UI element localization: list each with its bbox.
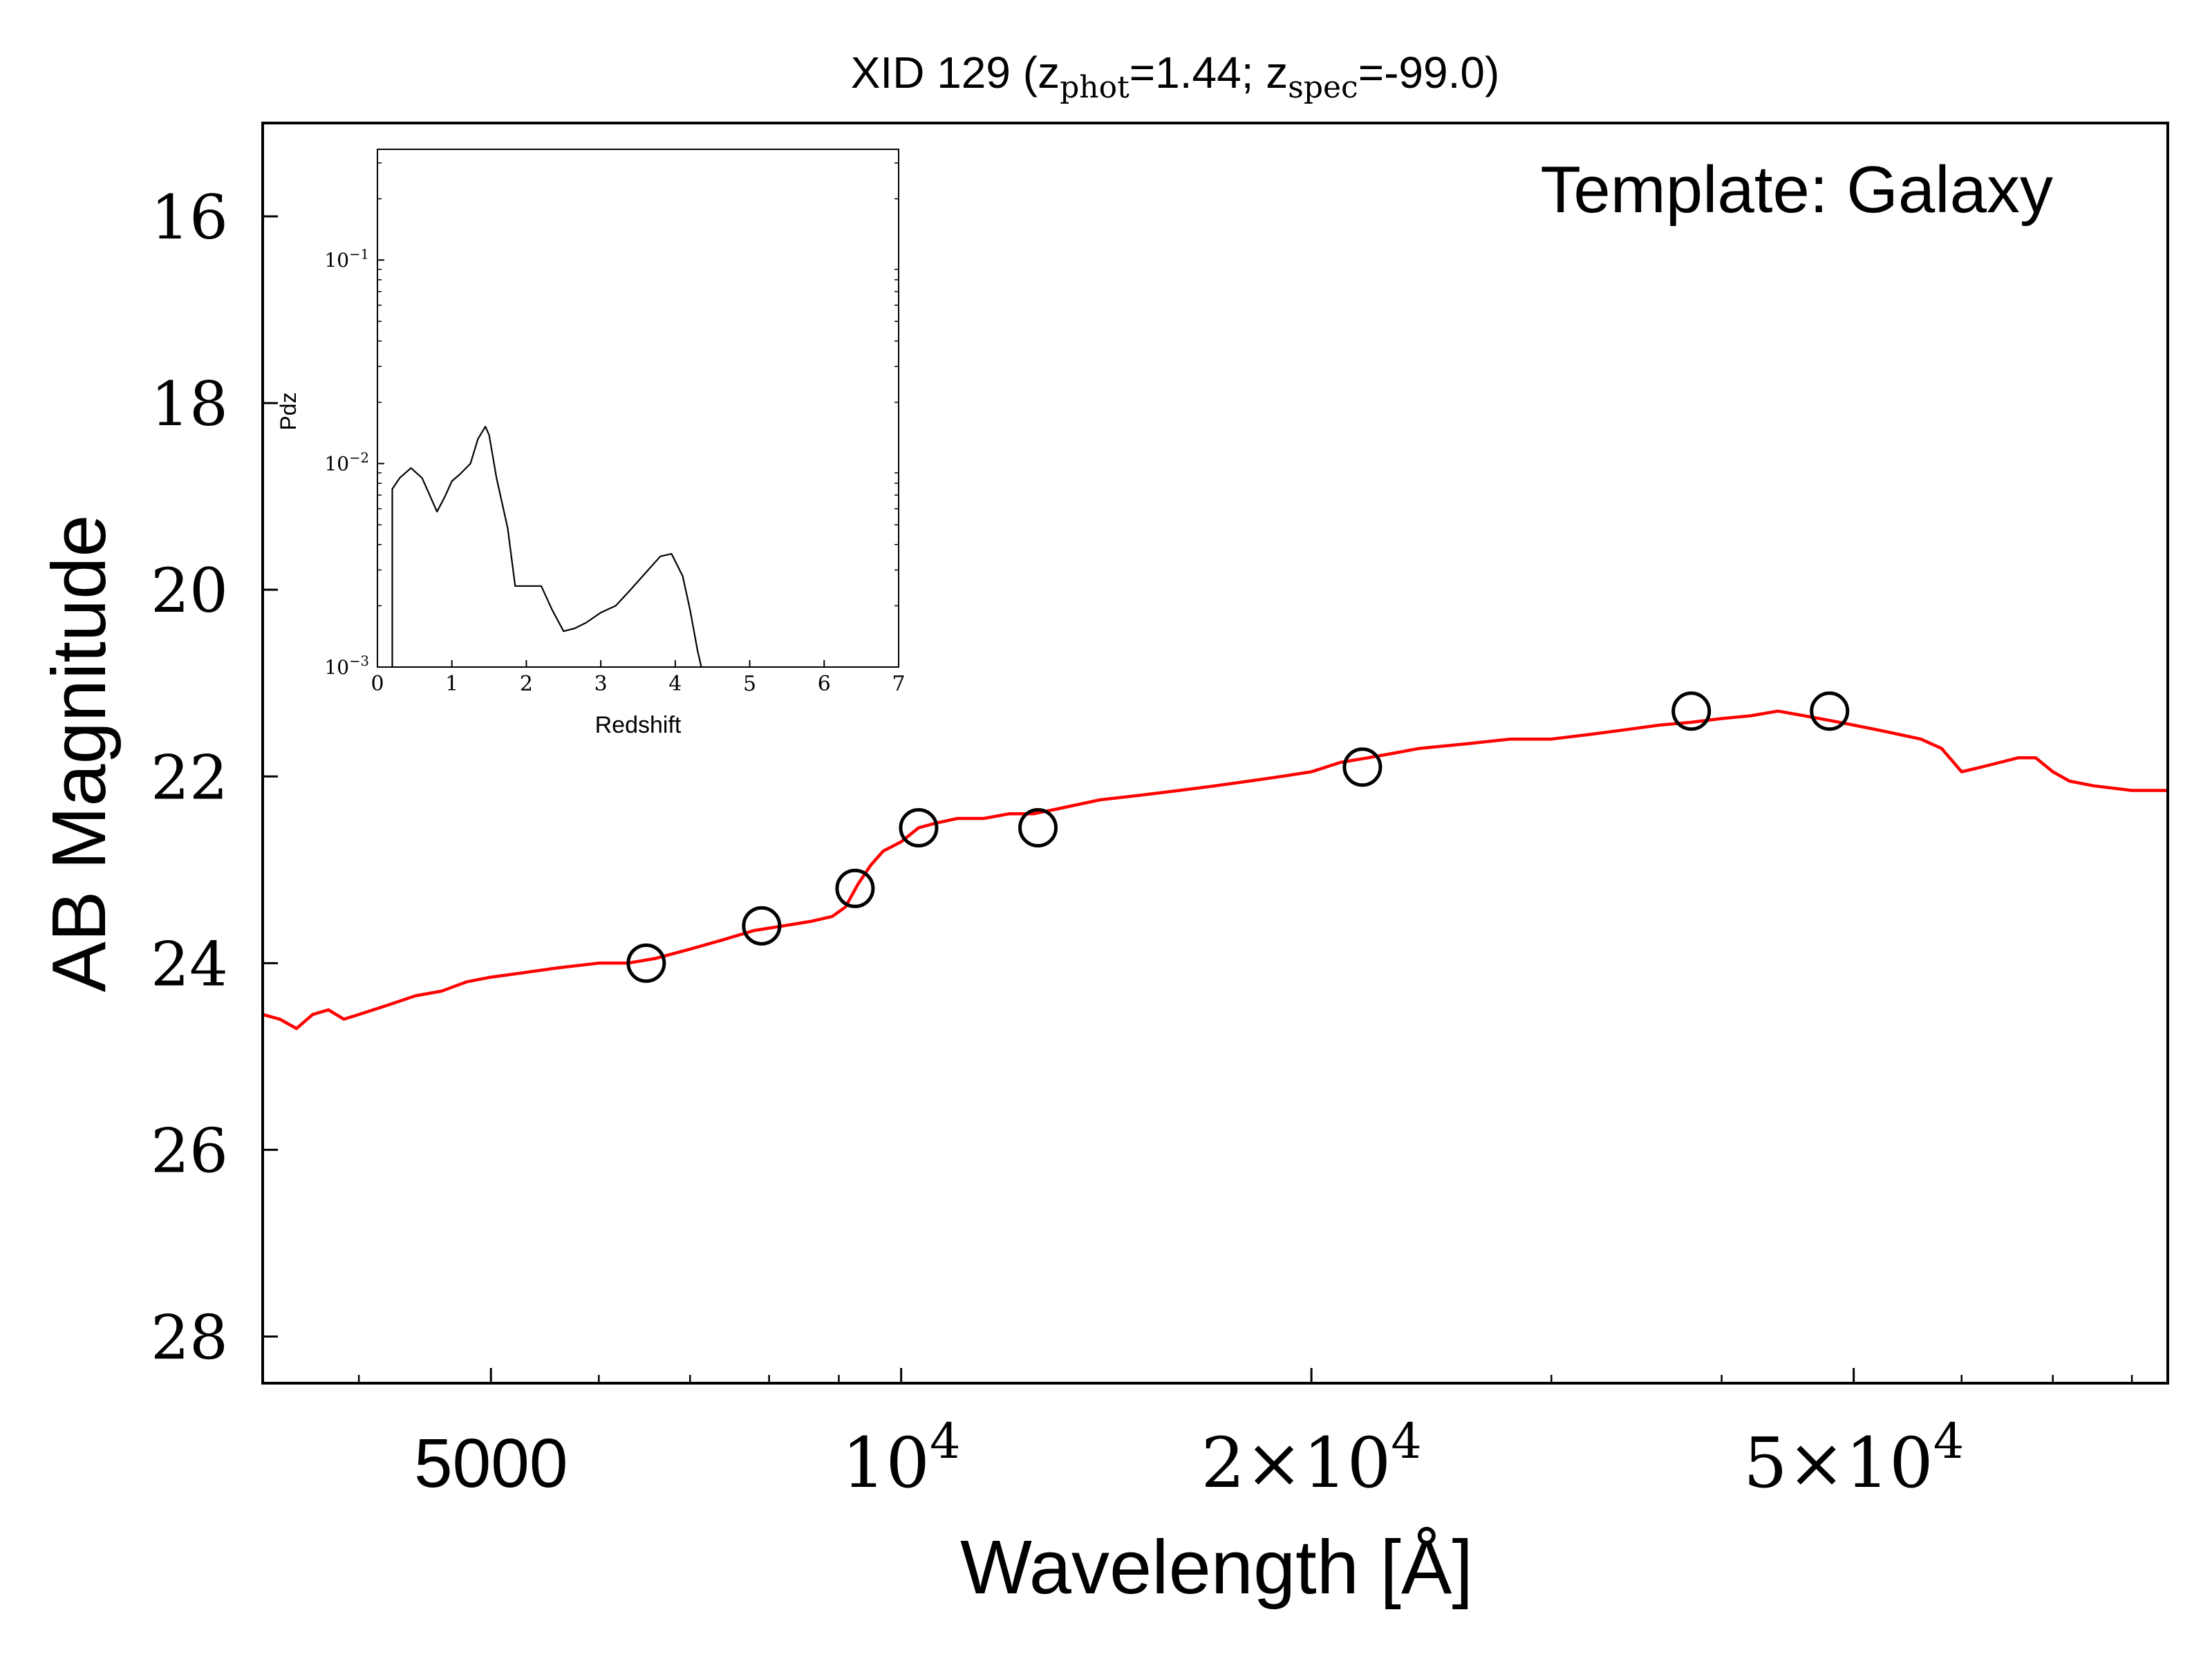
y-tick-label: 18	[151, 368, 228, 440]
template-spectrum-line	[262, 709, 2168, 1031]
inset-x-tick-label: 1	[445, 672, 458, 696]
x-tick-label: 5×104	[1743, 1413, 1964, 1503]
x-tick-label: 2×104	[1201, 1413, 1422, 1503]
inset-x-tick-label: 5	[743, 672, 756, 696]
inset-x-tick-label: 3	[594, 672, 608, 696]
inset-x-tick-label: 0	[371, 672, 384, 696]
inset-axes: 0 1 2 3 4 5 6 7 10−1 10−2 10−3 Redshift Pdz	[276, 149, 906, 738]
inset-y-axis-label: Pdz	[276, 392, 301, 430]
y-tick-label: 28	[151, 1302, 228, 1373]
y-tick-label: 20	[151, 555, 228, 626]
x-axis-label: Wavelength [Å]	[960, 1525, 1473, 1610]
photometry-point	[1671, 691, 1712, 731]
inset-y-tick-label: 10−1	[324, 246, 369, 272]
photometry-point	[899, 808, 939, 848]
y-axis-label: AB Magnitude	[37, 515, 122, 993]
x-tick-label: 5000	[414, 1425, 568, 1502]
photometry-point	[1018, 808, 1058, 848]
template-annotation: Template: Galaxy	[1540, 153, 2053, 227]
inset-x-axis-label: Redshift	[595, 712, 682, 738]
y-tick-label: 26	[151, 1115, 228, 1186]
inset-y-tick-label: 10−2	[324, 450, 369, 476]
photometry-point	[1342, 747, 1382, 787]
inset-axes-frame	[377, 149, 899, 668]
chart-title: XID 129 (zphot=1.44; zspec=-99.0)	[851, 48, 1500, 105]
main-axes-frame	[261, 122, 2169, 1385]
photometry-point	[626, 943, 666, 983]
photometry-point	[835, 868, 875, 908]
pdz-curve	[391, 426, 702, 668]
inset-x-tick-label: 7	[892, 672, 905, 696]
inset-y-tick-label: 10−3	[324, 653, 369, 679]
inset-x-tick-label: 4	[668, 672, 682, 696]
inset-x-tick-label: 6	[818, 672, 831, 696]
photometry-point	[742, 906, 782, 946]
y-tick-label: 24	[151, 928, 228, 1000]
inset-x-tick-label: 2	[520, 672, 533, 696]
photometry-point	[1810, 691, 1850, 731]
inset-plot-area	[391, 426, 702, 668]
main-plot-area	[262, 691, 2168, 1031]
y-tick-label: 22	[151, 742, 228, 813]
y-tick-label: 16	[151, 182, 228, 253]
x-tick-label: 104	[842, 1413, 961, 1503]
